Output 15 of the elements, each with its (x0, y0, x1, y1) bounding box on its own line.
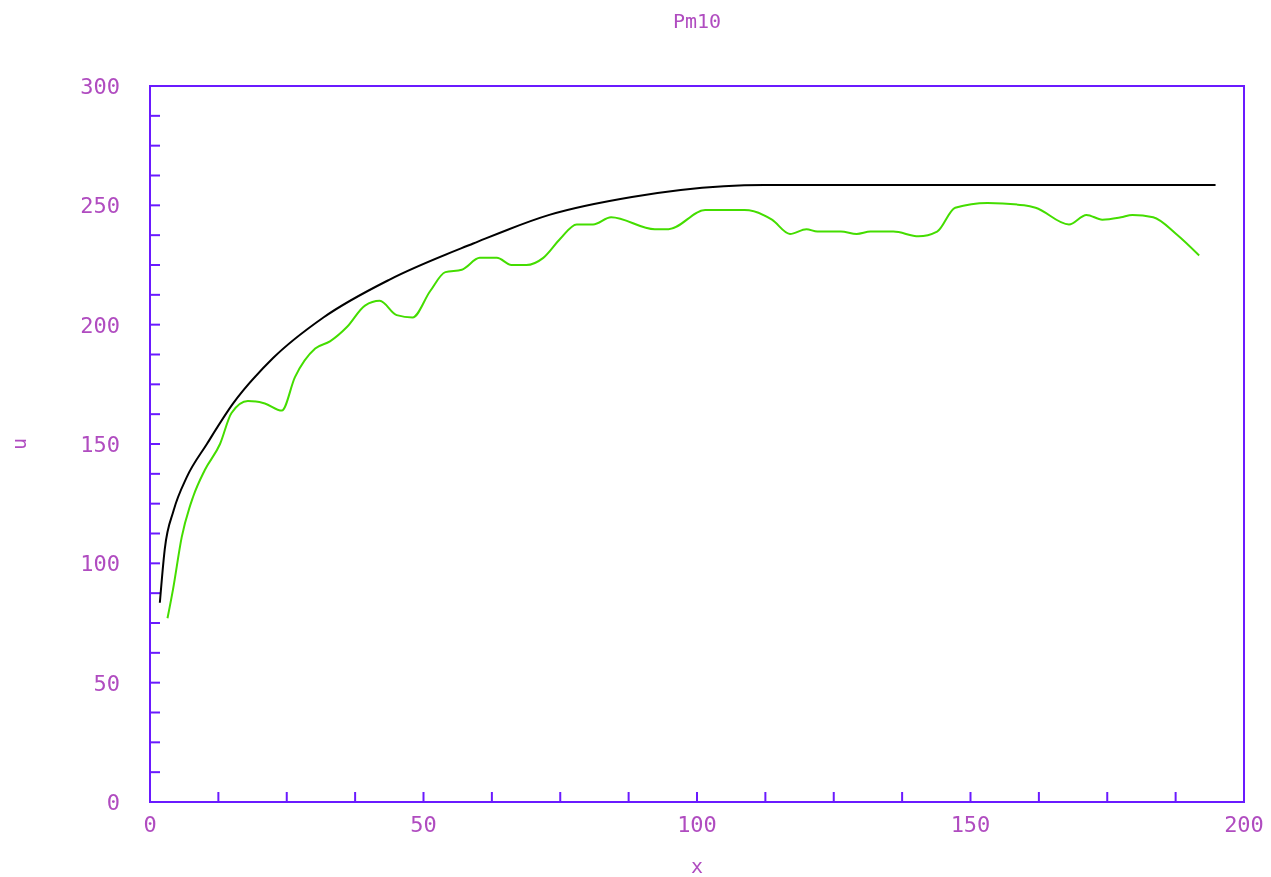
y-tick-label: 100 (80, 551, 120, 577)
y-tick-label: 300 (80, 74, 120, 99)
x-tick-label: 50 (410, 812, 437, 837)
y-axis-title: u (7, 437, 31, 451)
y-tick-label: 200 (80, 312, 120, 338)
y-tick-label: 150 (80, 432, 120, 457)
y-tick-label: 0 (106, 790, 120, 815)
chart-title: Pm10 (672, 9, 722, 33)
x-tick-label: 200 (1224, 812, 1264, 837)
x-axis-title: x (690, 854, 704, 877)
y-tick-label: 250 (80, 193, 120, 219)
x-tick-label: 100 (677, 812, 717, 837)
x-tick-label: 150 (950, 812, 991, 837)
y-tick-label: 50 (93, 670, 120, 696)
x-tick-label: 0 (143, 812, 157, 837)
